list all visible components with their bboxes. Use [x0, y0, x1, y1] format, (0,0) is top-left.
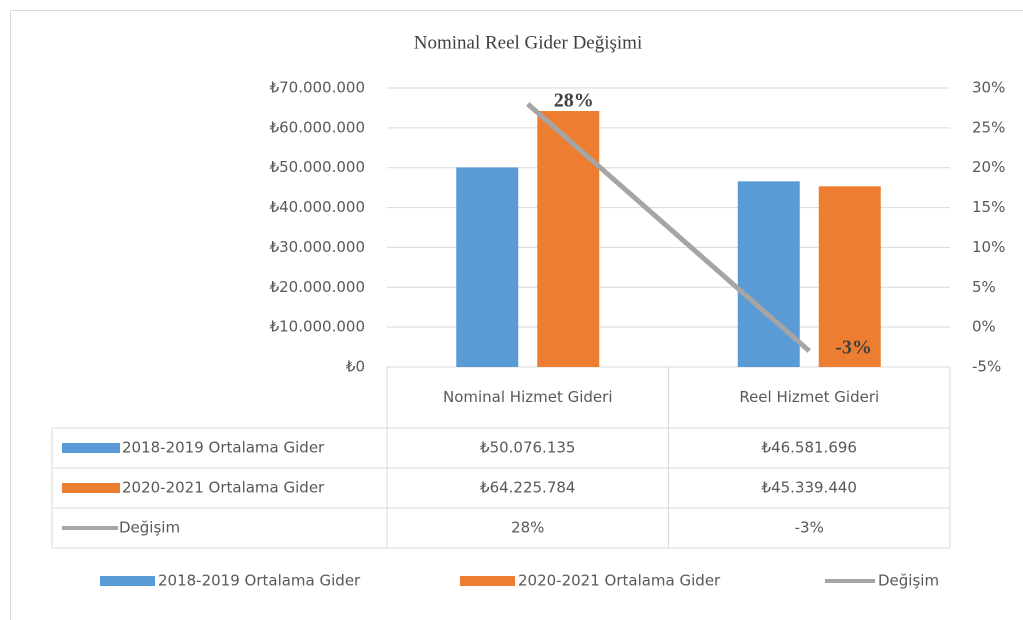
x-tick-label: Reel Hizmet Gideri: [739, 388, 880, 406]
table-legend-label: 2020-2021 Ortalama Gider: [122, 479, 325, 497]
legend-swatch: [62, 483, 120, 493]
table-cell: ₺45.339.440: [762, 479, 857, 497]
x-tick-label: Nominal Hizmet Gideri: [443, 388, 613, 406]
bar: [456, 167, 519, 367]
table-legend-label: Değişim: [119, 519, 180, 537]
table-cell: ₺46.581.696: [762, 439, 857, 457]
table-cell: ₺50.076.135: [480, 439, 575, 457]
data-label: 28%: [554, 90, 594, 112]
category-label-box: Nominal Hizmet Gideri: [387, 367, 669, 428]
legend-swatch: [460, 576, 515, 586]
data-label: -3%: [835, 337, 872, 359]
category-label-box: Reel Hizmet Gideri: [669, 367, 951, 428]
y2-tick-label: 15%: [972, 198, 1005, 216]
y2-tick-label: 30%: [972, 79, 1005, 97]
y2-tick-label: -5%: [972, 358, 1001, 376]
bar: [818, 186, 881, 367]
category-cell: Reel Hizmet Gideri: [669, 367, 951, 428]
y-tick-label: ₺0: [346, 358, 365, 376]
y2-tick-label: 5%: [972, 278, 996, 296]
legend-label: 2018-2019 Ortalama Gider: [158, 572, 361, 590]
y2-tick-label: 0%: [972, 318, 996, 336]
legend-swatch: [100, 576, 155, 586]
y-tick-label: ₺60.000.000: [270, 118, 365, 136]
y2-tick-label: 25%: [972, 118, 1005, 136]
table-legend-label: 2018-2019 Ortalama Gider: [122, 439, 325, 457]
y-tick-label: ₺50.000.000: [270, 158, 365, 176]
table-cell: -3%: [795, 519, 824, 537]
category-cell: Nominal Hizmet Gideri: [387, 367, 669, 428]
legend-label: Değişim: [878, 572, 939, 590]
bar: [537, 111, 600, 367]
table-cell: 28%: [511, 519, 544, 537]
legend-label: 2020-2021 Ortalama Gider: [518, 572, 721, 590]
y-tick-label: ₺20.000.000: [270, 278, 365, 296]
y-tick-label: ₺40.000.000: [270, 198, 365, 216]
line: [526, 102, 811, 353]
y2-tick-label: 10%: [972, 238, 1005, 256]
y2-tick-label: 20%: [972, 158, 1005, 176]
legend-swatch: [62, 443, 120, 453]
y-tick-label: ₺10.000.000: [270, 318, 365, 336]
chart-title: Nominal Reel Gider Değişimi: [414, 32, 642, 53]
table-cell: ₺64.225.784: [480, 479, 575, 497]
bar: [737, 181, 800, 367]
y-tick-label: ₺30.000.000: [270, 238, 365, 256]
y-tick-label: ₺70.000.000: [270, 79, 365, 97]
